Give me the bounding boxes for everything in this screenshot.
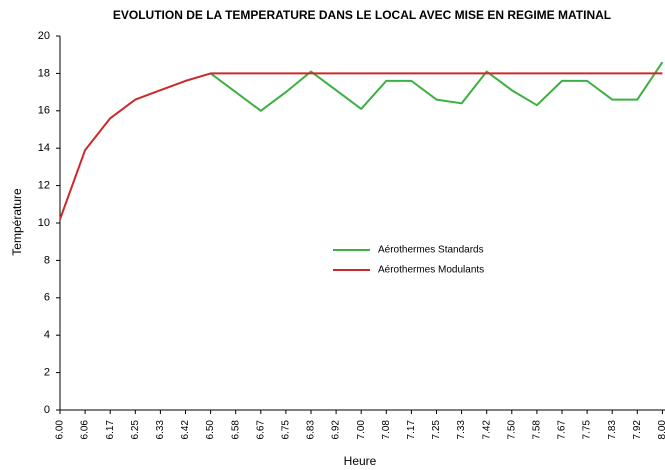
- x-tick-label: 7.83: [607, 420, 618, 440]
- legend-label: Aérothermes Modulants: [378, 265, 484, 276]
- chart-title: EVOLUTION DE LA TEMPERATURE DANS LE LOCA…: [113, 8, 611, 22]
- y-tick-label: 4: [44, 329, 50, 341]
- x-tick-label: 6.17: [105, 420, 116, 440]
- y-axis-label: Température: [10, 188, 24, 256]
- x-tick-label: 8.00: [657, 420, 665, 440]
- x-tick-label: 7.33: [456, 420, 467, 440]
- series-line: [210, 61, 664, 112]
- x-tick-label: 7.00: [356, 420, 367, 440]
- x-tick-label: 6.00: [55, 420, 66, 440]
- y-tick-label: 18: [38, 67, 50, 79]
- x-tick-label: 6.83: [306, 420, 317, 440]
- y-tick-label: 20: [38, 30, 50, 42]
- x-tick-label: 7.42: [481, 420, 492, 440]
- x-tick-label: 6.75: [281, 420, 292, 440]
- x-tick-label: 6.42: [180, 420, 191, 440]
- x-axis-label: Heure: [344, 454, 377, 468]
- x-tick-label: 6.33: [155, 420, 166, 440]
- y-tick-label: 12: [38, 180, 50, 192]
- x-tick-label: 7.17: [406, 420, 417, 440]
- y-tick-label: 14: [38, 142, 50, 154]
- x-tick-label: 7.25: [431, 420, 442, 440]
- x-tick-label: 6.92: [331, 420, 342, 440]
- x-tick-label: 6.58: [230, 420, 241, 440]
- x-tick-label: 6.67: [255, 420, 266, 440]
- x-tick-label: 6.50: [205, 420, 216, 440]
- y-tick-label: 0: [44, 404, 50, 416]
- y-tick-label: 16: [38, 105, 50, 117]
- x-tick-label: 7.67: [557, 420, 568, 440]
- x-tick-label: 6.25: [130, 420, 141, 440]
- x-tick-label: 7.58: [532, 420, 543, 440]
- x-tick-label: 7.92: [632, 420, 643, 440]
- y-tick-label: 8: [44, 254, 50, 266]
- x-tick-label: 7.50: [506, 420, 517, 440]
- x-tick-label: 7.75: [582, 420, 593, 440]
- y-tick-label: 10: [38, 217, 50, 229]
- x-tick-label: 7.08: [381, 420, 392, 440]
- series-line: [59, 72, 663, 220]
- y-tick-label: 2: [44, 367, 50, 379]
- x-tick-label: 6.06: [80, 420, 91, 440]
- legend-label: Aérothermes Standards: [378, 245, 484, 256]
- y-tick-label: 6: [44, 292, 50, 304]
